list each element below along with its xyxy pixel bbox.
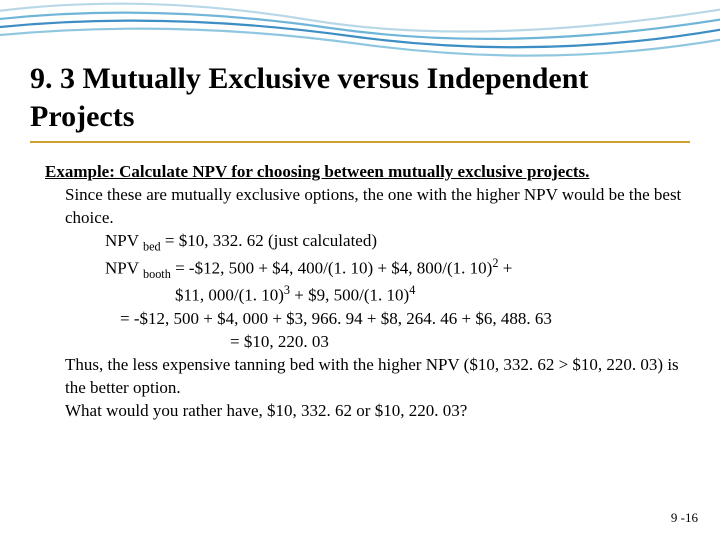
intro-text: Since these are mutually exclusive optio… [45,184,690,230]
npv-bed-line: NPV bed = $10, 332. 62 (just calculated) [45,230,690,255]
slide-content: 9. 3 Mutually Exclusive versus Independe… [0,0,720,423]
page-number: 9 -16 [671,510,698,526]
npv-booth-line3: = -$12, 500 + $4, 000 + $3, 966. 94 + $8… [45,308,690,331]
conclusion-2: What would you rather have, $10, 332. 62… [45,400,690,423]
slide-body: Example: Calculate NPV for choosing betw… [30,161,690,423]
npv-booth-line1: NPV booth = -$12, 500 + $4, 400/(1. 10) … [45,255,690,283]
example-heading: Example: Calculate NPV for choosing betw… [45,161,690,184]
npv-booth-line2: $11, 000/(1. 10)3 + $9, 500/(1. 10)4 [45,282,690,308]
npv-booth-line4: = $10, 220. 03 [45,331,690,354]
conclusion-1: Thus, the less expensive tanning bed wit… [45,354,690,400]
slide-title: 9. 3 Mutually Exclusive versus Independe… [30,60,690,143]
